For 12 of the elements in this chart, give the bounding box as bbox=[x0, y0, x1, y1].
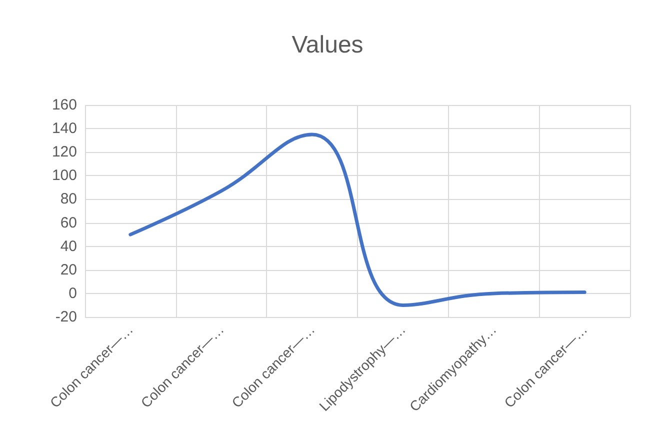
y-tick-label: 160 bbox=[52, 96, 77, 114]
y-tick-label: 140 bbox=[52, 120, 77, 138]
y-tick-label: 120 bbox=[52, 144, 77, 161]
y-tick-label: 40 bbox=[60, 238, 77, 255]
y-tick-label: -20 bbox=[55, 308, 77, 326]
y-tick-label: 0 bbox=[68, 284, 77, 302]
y-tick-label: 20 bbox=[60, 261, 77, 278]
line-series bbox=[128, 132, 586, 307]
y-tick-label: 100 bbox=[52, 167, 77, 184]
y-tick-label: 80 bbox=[60, 190, 77, 208]
y-tick-label: 60 bbox=[60, 214, 77, 232]
chart-title: Values bbox=[292, 32, 364, 58]
